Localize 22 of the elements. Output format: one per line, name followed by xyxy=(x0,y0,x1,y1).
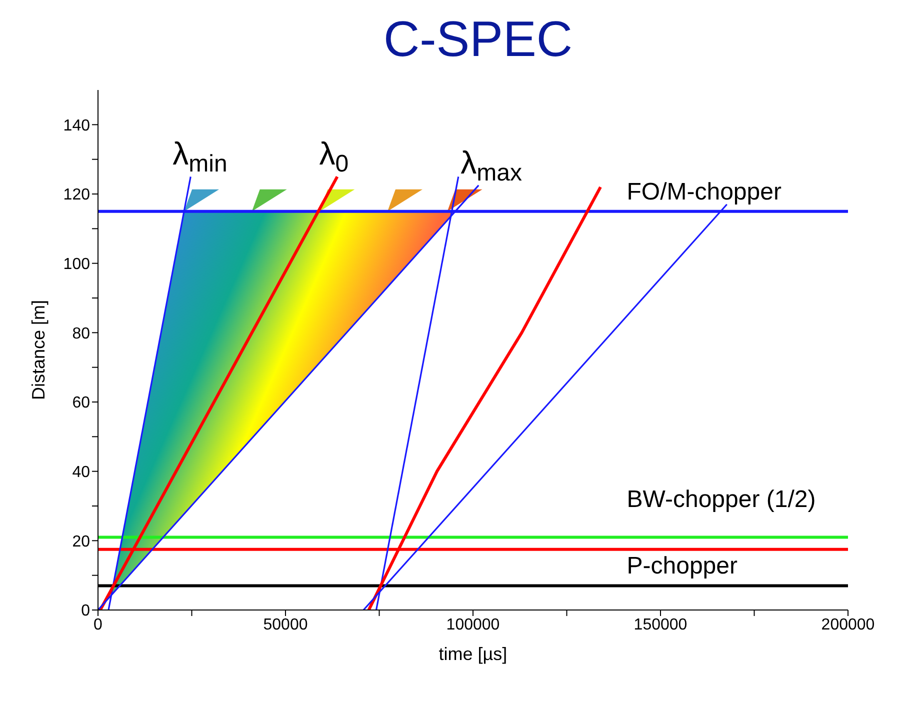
ref-line-label: P-chopper xyxy=(626,552,738,580)
x-tick-label: 150000 xyxy=(634,616,688,634)
ref-line-label: BW-chopper (1/2) xyxy=(626,486,816,514)
y-tick-label: 80 xyxy=(72,325,90,342)
y-tick-label: 0 xyxy=(81,602,90,620)
y-tick-label: 20 xyxy=(72,533,90,550)
y-tick-label: 140 xyxy=(63,117,90,134)
x-tick-label: 100000 xyxy=(446,616,500,634)
y-tick-label: 40 xyxy=(72,464,90,482)
x-tick-label: 50000 xyxy=(263,616,308,634)
ref-line-label: FO/M-chopper xyxy=(626,178,782,206)
y-tick-label: 100 xyxy=(63,256,90,274)
x-tick-label: 0 xyxy=(94,616,103,634)
series-label: λ$_{min}$ xyxy=(172,136,228,178)
series-label: λ$_{0}$ xyxy=(319,136,349,178)
chart-title: C-SPEC xyxy=(382,10,574,69)
y-tick-label: 60 xyxy=(72,394,90,412)
y-tick-label: 120 xyxy=(63,186,90,204)
y-axis-title: Distance [m] xyxy=(28,300,48,400)
series-label: λ$_{max}$ xyxy=(460,144,522,187)
x-tick-label: 200000 xyxy=(821,616,875,634)
x-axis-title: time [µs] xyxy=(438,644,508,664)
